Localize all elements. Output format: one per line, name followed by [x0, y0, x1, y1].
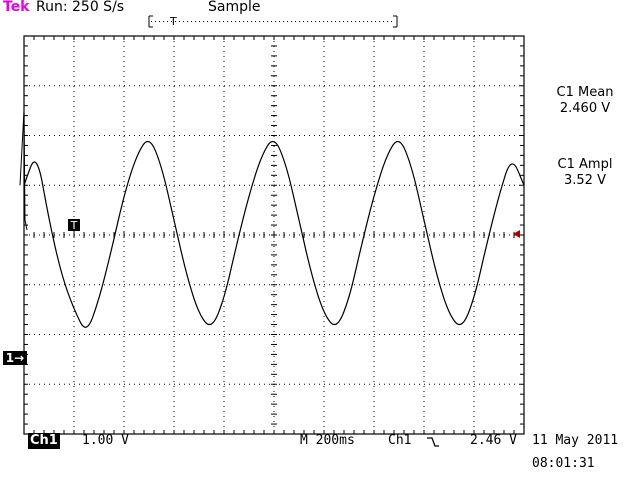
time: 08:01:31: [532, 456, 595, 471]
measurement-label: C1 Mean: [556, 85, 614, 100]
measurement-c1-ampl: C1 Ampl 3.52 V: [530, 157, 640, 189]
date: 11 May 2011: [532, 433, 619, 448]
channel-ground-marker: 1→: [3, 351, 27, 365]
graticule: [23, 35, 525, 435]
trigger-point-marker: T: [68, 219, 80, 232]
trigger-level-marker: [513, 230, 520, 238]
falling-edge-icon: [427, 437, 439, 447]
volts-per-div: 1.00 V: [82, 433, 129, 448]
timebase: M 200ms: [300, 433, 355, 448]
trigger-source: Ch1: [388, 433, 412, 448]
ch1-waveform-trace: [23, 140, 525, 328]
acquisition-mode: Sample: [208, 0, 261, 15]
brand-logo: Tek: [3, 0, 30, 15]
measurement-value: 2.460 V: [559, 101, 611, 116]
measurement-value: 3.52 V: [564, 173, 606, 188]
trigger-spike: [19, 109, 28, 231]
trigger-position-glyph: T: [169, 15, 177, 28]
channel-label: Ch1: [28, 433, 60, 449]
measurement-label: C1 Ampl: [557, 157, 613, 172]
svg-text:T: T: [70, 219, 78, 232]
trigger-level: 2.46 V: [470, 433, 517, 448]
measurement-c1-mean: C1 Mean 2.460 V: [530, 85, 640, 117]
run-status: Run: 250 S/s: [36, 0, 125, 15]
record-position-indicator: T: [148, 15, 398, 28]
